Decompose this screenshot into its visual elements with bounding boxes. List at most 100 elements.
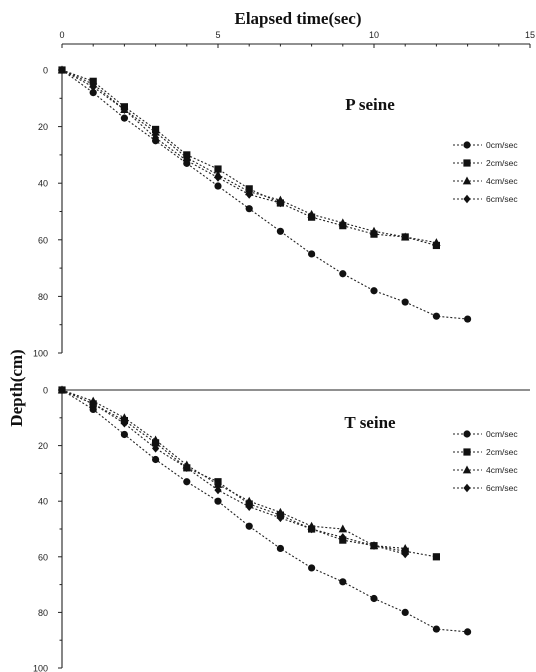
series-line: [61, 389, 468, 633]
legend-entry: 0cm/sec: [453, 140, 518, 150]
data-point: [338, 218, 347, 227]
data-point: [89, 399, 97, 409]
legend-marker: [462, 465, 472, 474]
legend-entry: 4cm/sec: [453, 176, 518, 186]
data-point: [120, 413, 129, 422]
data-point: [464, 315, 472, 323]
data-point: [401, 543, 410, 552]
y-tick-label: 0: [43, 386, 48, 396]
data-point: [89, 82, 97, 92]
data-point: [89, 405, 97, 414]
data-point: [183, 156, 191, 165]
y-axis-title: Depth(cm): [7, 349, 26, 426]
x-tick-label: 0: [59, 30, 64, 40]
panel-t-seine: 0 20 40 60 80 100 T seine 0cm/sec 2cm/sec 4cm/sec…: [33, 385, 530, 672]
legend-marker: [462, 176, 472, 185]
series-line: [61, 69, 281, 204]
x-axis: 0 5 10 15: [59, 30, 535, 48]
data-point: [401, 298, 409, 306]
y-tick-label: 60: [38, 552, 48, 562]
series-4cm-sec: [57, 65, 441, 247]
legend-label: 4cm/sec: [486, 465, 518, 475]
data-point: [58, 385, 66, 395]
data-point: [401, 232, 410, 241]
legend-label: 2cm/sec: [486, 158, 518, 168]
legend-label: 6cm/sec: [486, 194, 518, 204]
data-point: [276, 227, 284, 235]
data-point: [370, 287, 378, 295]
data-point: [339, 578, 347, 586]
data-point: [120, 105, 128, 114]
x-tick-label: 15: [525, 30, 535, 40]
legend-label: 4cm/sec: [486, 176, 518, 186]
data-point: [183, 463, 191, 473]
legend-entry: 2cm/sec: [453, 447, 518, 457]
data-point: [308, 524, 316, 534]
panel-p-seine: 0 20 40 60 80 100 P seine 0cm/sec 2cm/sec 4cm/sec…: [33, 65, 518, 359]
data-point: [370, 541, 378, 550]
legend-label: 0cm/sec: [486, 429, 518, 439]
series-line: [61, 69, 468, 320]
panels-group: 0 5 10 15 0 20 40 60 80 100 P seine 0cm/sec 2cm/sec 4…: [33, 30, 535, 672]
data-point: [245, 205, 253, 213]
y-tick-label: 20: [38, 441, 48, 451]
data-point: [58, 65, 66, 75]
data-point: [307, 209, 316, 218]
data-point: [276, 507, 285, 516]
data-point: [276, 544, 284, 553]
y-tick-label: 80: [38, 292, 48, 302]
data-point: [152, 133, 160, 143]
data-point: [339, 533, 347, 542]
series-2cm-sec: [58, 66, 440, 250]
legend-label: 2cm/sec: [486, 447, 518, 457]
y-tick-label: 80: [38, 608, 48, 618]
data-point: [151, 435, 160, 444]
data-point: [120, 419, 128, 428]
y-tick-label: 40: [38, 497, 48, 507]
legend-entry: 6cm/sec: [453, 483, 518, 493]
data-point: [214, 497, 222, 505]
data-point: [338, 524, 347, 533]
data-point: [183, 478, 191, 486]
data-point: [432, 238, 441, 247]
data-point: [120, 114, 128, 122]
legend-marker: [463, 483, 471, 493]
data-point: [151, 127, 160, 136]
data-point: [370, 594, 378, 603]
data-point: [152, 444, 160, 453]
legend-label: 0cm/sec: [486, 140, 518, 150]
data-point: [152, 455, 160, 464]
series-line: [61, 389, 406, 550]
legend-entry: 6cm/sec: [453, 194, 518, 204]
data-point: [432, 553, 440, 561]
x-tick-label: 10: [369, 30, 379, 40]
y-tick-label: 100: [33, 349, 48, 359]
data-point: [245, 502, 253, 511]
panel-label: P seine: [345, 95, 395, 114]
y-tick-label: 100: [33, 664, 48, 672]
data-point: [245, 522, 253, 530]
data-point: [120, 430, 128, 439]
data-point: [214, 165, 222, 173]
data-point: [369, 226, 379, 235]
y-tick-label: 20: [38, 122, 48, 132]
data-point: [214, 173, 222, 182]
data-point: [245, 190, 253, 199]
data-point: [213, 480, 223, 488]
data-point: [401, 549, 409, 559]
y-tick-label: 40: [38, 179, 48, 189]
data-point: [276, 198, 284, 208]
data-point: [339, 270, 347, 278]
panel-label: T seine: [344, 413, 396, 432]
data-point: [214, 485, 222, 495]
data-point: [308, 250, 316, 258]
legend-marker: [463, 194, 471, 204]
data-point: [401, 608, 409, 617]
legend-label: 6cm/sec: [486, 483, 518, 493]
data-point: [214, 182, 222, 190]
series-0cm-sec: [58, 66, 472, 323]
legend-entry: 4cm/sec: [453, 465, 518, 475]
series-6cm-sec: [58, 65, 284, 208]
data-point: [464, 628, 472, 636]
